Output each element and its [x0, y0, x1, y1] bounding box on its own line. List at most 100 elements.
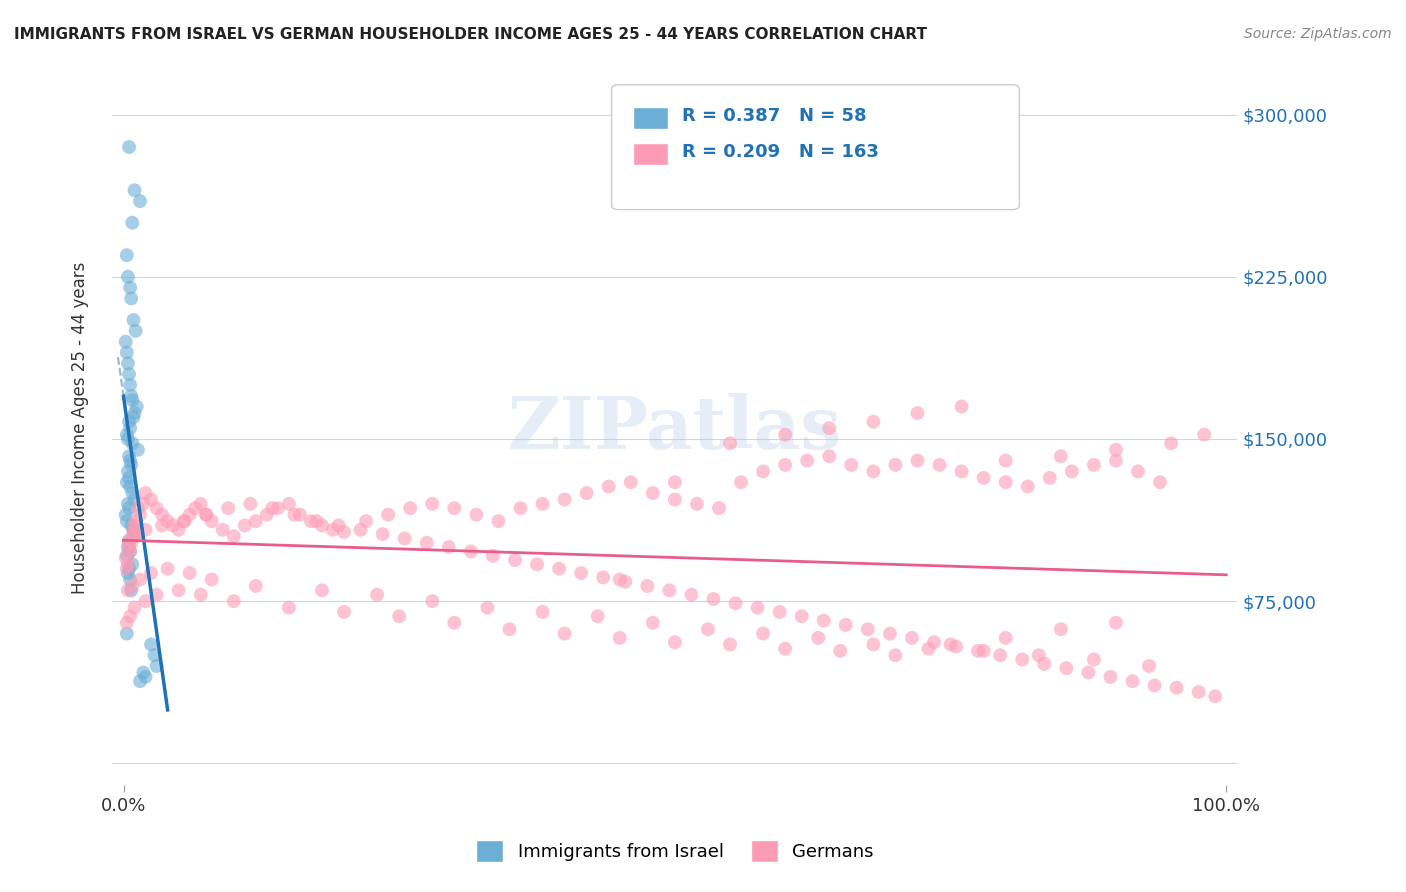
Point — [394, 532, 416, 546]
Point — [288, 508, 311, 522]
Point — [117, 464, 139, 478]
Point — [1149, 475, 1171, 490]
Point — [967, 644, 990, 658]
Point — [118, 540, 141, 554]
Point — [162, 518, 184, 533]
Point — [388, 609, 411, 624]
Point — [121, 558, 143, 572]
Point — [267, 501, 290, 516]
Point — [311, 583, 333, 598]
Point — [994, 453, 1017, 467]
Point — [135, 486, 157, 500]
Point — [366, 588, 388, 602]
Text: Source: ZipAtlas.com: Source: ZipAtlas.com — [1244, 27, 1392, 41]
Point — [620, 475, 643, 490]
Point — [201, 514, 224, 528]
Point — [115, 615, 138, 630]
Point — [245, 514, 267, 528]
Point — [1126, 464, 1149, 478]
Point — [120, 458, 142, 472]
Point — [1033, 657, 1056, 671]
Point — [354, 514, 377, 528]
Point — [790, 609, 813, 624]
Text: R = 0.209   N = 163: R = 0.209 N = 163 — [682, 143, 879, 161]
Point — [135, 594, 157, 608]
Point — [586, 609, 609, 624]
Point — [796, 453, 818, 467]
Point — [127, 442, 149, 457]
Point — [115, 626, 138, 640]
Point — [609, 573, 631, 587]
Point — [222, 594, 245, 608]
Point — [115, 562, 138, 576]
Point — [201, 573, 224, 587]
Point — [697, 622, 720, 636]
Point — [1077, 665, 1099, 680]
Point — [117, 269, 139, 284]
Point — [115, 427, 138, 442]
Point — [118, 535, 141, 549]
Point — [641, 615, 664, 630]
Point — [121, 392, 143, 407]
Point — [807, 631, 830, 645]
Point — [124, 406, 146, 420]
Point — [115, 345, 138, 359]
Point — [901, 631, 924, 645]
Point — [120, 280, 142, 294]
Point — [664, 635, 686, 649]
Point — [884, 458, 907, 472]
Point — [752, 626, 775, 640]
Point — [503, 553, 526, 567]
Point — [773, 641, 796, 656]
Point — [118, 562, 141, 576]
Point — [121, 436, 143, 450]
Point — [917, 641, 939, 656]
Point — [150, 518, 173, 533]
Point — [636, 579, 658, 593]
Point — [256, 508, 278, 522]
Point — [531, 605, 554, 619]
Point — [658, 583, 681, 598]
Point — [120, 378, 142, 392]
Point — [239, 497, 262, 511]
Point — [371, 527, 394, 541]
Point — [150, 508, 173, 522]
Point — [167, 583, 190, 598]
Point — [299, 514, 322, 528]
Point — [333, 524, 356, 539]
Point — [1083, 458, 1105, 472]
Point — [681, 588, 703, 602]
Point — [945, 640, 967, 654]
Point — [222, 529, 245, 543]
Point — [443, 501, 465, 516]
Point — [129, 573, 152, 587]
Point — [129, 194, 152, 208]
Point — [477, 600, 499, 615]
Point — [118, 501, 141, 516]
Point — [115, 514, 138, 528]
Point — [122, 410, 145, 425]
Point — [145, 501, 167, 516]
Point — [184, 501, 207, 516]
Point — [994, 631, 1017, 645]
Point — [702, 592, 724, 607]
Point — [509, 501, 531, 516]
Point — [122, 524, 145, 539]
Point — [813, 614, 835, 628]
Point — [884, 648, 907, 663]
Point — [114, 508, 136, 522]
Point — [233, 518, 256, 533]
Point — [114, 550, 136, 565]
Point — [465, 508, 488, 522]
Point — [686, 497, 709, 511]
Point — [862, 637, 884, 651]
Point — [145, 659, 167, 673]
Point — [437, 540, 460, 554]
Point — [1028, 648, 1050, 663]
Point — [117, 432, 139, 446]
Point — [664, 492, 686, 507]
Point — [277, 497, 299, 511]
Point — [922, 635, 945, 649]
Point — [190, 497, 212, 511]
Point — [120, 292, 142, 306]
